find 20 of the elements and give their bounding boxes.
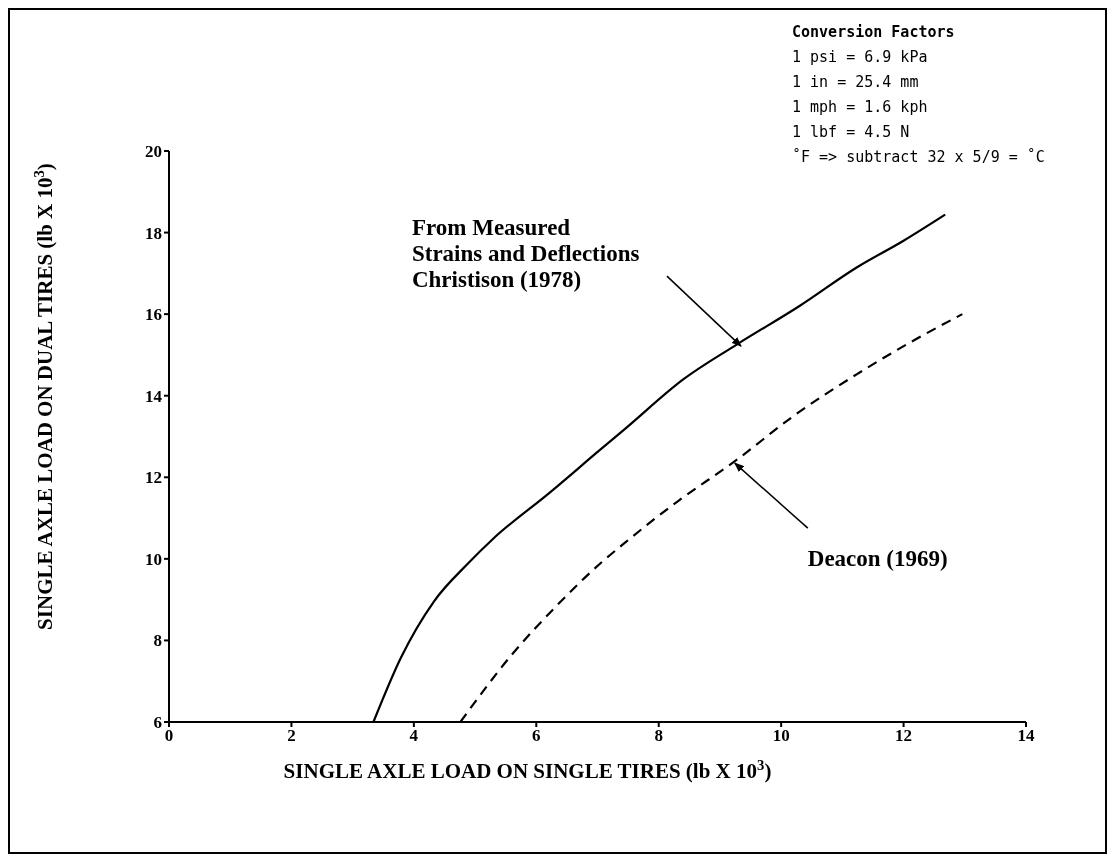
- x-tick-label: 6: [532, 726, 541, 746]
- y-tick-label: 18: [145, 223, 162, 243]
- x-tick-label: 0: [164, 726, 174, 746]
- x-tick-label: 8: [654, 726, 663, 746]
- x-tick-label: 2: [287, 726, 296, 746]
- y-tick-label: 16: [145, 305, 162, 325]
- x-tick-label: 12: [895, 726, 913, 746]
- annotation: From Measured Strains and Deflections Christison (1978): [411, 215, 640, 293]
- y-tick-label: 8: [153, 631, 162, 651]
- y-tick-label: 12: [145, 468, 162, 488]
- y-tick-label: 10: [145, 549, 162, 569]
- y-tick-label: 6: [153, 713, 162, 733]
- x-tick-label: 14: [1017, 726, 1035, 746]
- annotation: Conversion Factors 1 psi = 6.9 kPa 1 in = 25.4 mm 1 mph = 1.6 kph 1 lbf = 4.5 N ˚F => subtract 32 x 5/9 = ˚C: [792, 22, 1045, 168]
- x-axis-title: SINGLE AXLE LOAD ON SINGLE TIRES (lb X 10$^{3}$): [283, 757, 772, 783]
- x-tick-label: 10: [772, 726, 790, 746]
- x-tick-label: 4: [409, 726, 419, 746]
- y-tick-label: 14: [145, 386, 163, 406]
- y-tick-label: 20: [145, 142, 162, 162]
- annotation: Deacon (1969): [807, 546, 948, 572]
